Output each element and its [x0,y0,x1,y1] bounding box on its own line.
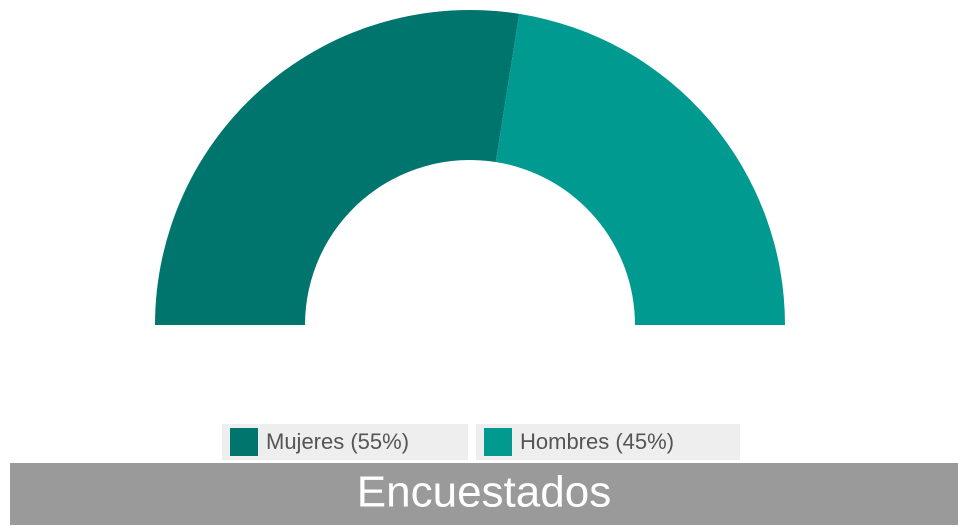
title-bar [10,463,958,525]
legend-swatch [230,428,258,456]
donut-segment [495,13,785,325]
donut-segment [155,10,520,325]
legend-item [476,424,740,460]
legend-swatch [484,428,512,456]
legend-label: Hombres (45%) [520,429,674,454]
chart-title: Encuestados [357,468,611,517]
legend-label: Mujeres (55%) [266,429,409,454]
legend-item [222,424,468,460]
